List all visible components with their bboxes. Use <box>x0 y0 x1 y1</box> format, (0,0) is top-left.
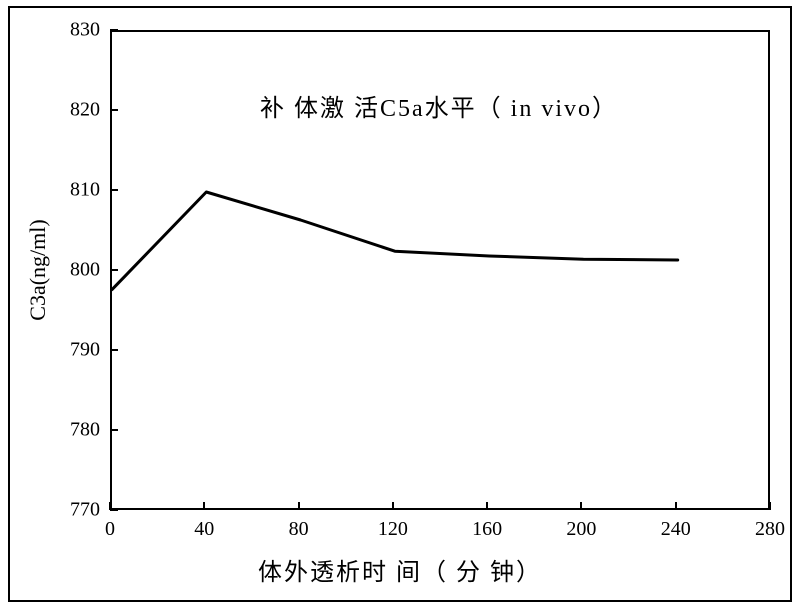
y-tick-label: 800 <box>70 259 100 282</box>
y-axis-title: C3a(ng/ml) <box>25 219 51 320</box>
y-tick <box>110 509 118 511</box>
y-tick-label: 830 <box>70 19 100 42</box>
x-axis-title: 体外透析时 间（ 分 钟） <box>0 552 800 587</box>
x-tick-label: 280 <box>755 518 785 541</box>
x-tick <box>392 502 394 510</box>
x-tick <box>298 502 300 510</box>
x-tick-label: 80 <box>289 518 309 541</box>
y-tick <box>110 109 118 111</box>
y-tick-label: 780 <box>70 419 100 442</box>
y-tick-label: 770 <box>70 499 100 522</box>
x-tick <box>486 502 488 510</box>
y-tick-label: 810 <box>70 179 100 202</box>
y-tick-label: 820 <box>70 99 100 122</box>
x-tick <box>675 502 677 510</box>
y-tick <box>110 29 118 31</box>
x-tick-label: 0 <box>105 518 115 541</box>
x-tick <box>580 502 582 510</box>
y-tick <box>110 189 118 191</box>
x-tick-label: 160 <box>472 518 502 541</box>
x-tick <box>203 502 205 510</box>
x-tick-label: 200 <box>566 518 596 541</box>
y-tick <box>110 429 118 431</box>
chart-container: 补 体激 活C5a水平（ in vivo） 体外透析时 间（ 分 钟） C3a(… <box>0 0 800 608</box>
y-tick <box>110 269 118 271</box>
x-tick-label: 120 <box>378 518 408 541</box>
y-tick <box>110 349 118 351</box>
chart-title: 补 体激 活C5a水平（ in vivo） <box>260 88 618 123</box>
x-tick-label: 240 <box>661 518 691 541</box>
x-tick-label: 40 <box>194 518 214 541</box>
x-tick <box>769 502 771 510</box>
y-tick-label: 790 <box>70 339 100 362</box>
